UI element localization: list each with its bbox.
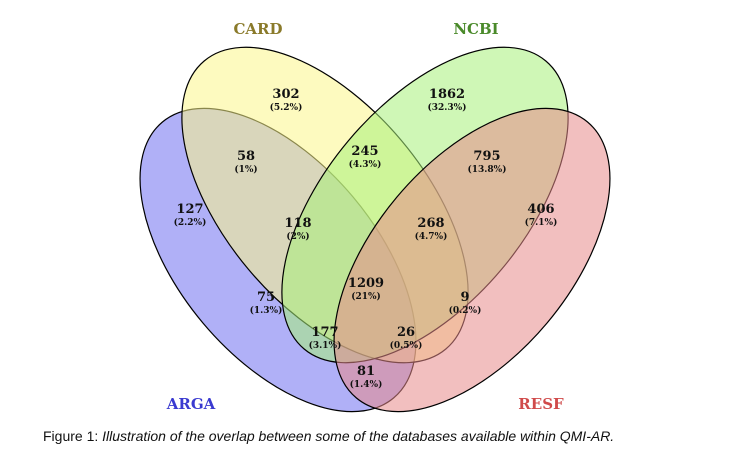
svg-text:1209: 1209 [348,276,384,291]
svg-text:(0.5%): (0.5%) [390,340,423,351]
region-card-ncbi: 245 (4.3%) [349,144,382,170]
region-arga-card: 58 (1%) [234,149,257,175]
region-arga-card-ncbi: 118 (2%) [284,216,311,242]
region-all-four: 1209 (21%) [348,276,384,302]
svg-text:(1.4%): (1.4%) [350,379,383,390]
region-card-resf: 9 (0.2%) [449,290,482,316]
svg-text:795: 795 [473,149,500,164]
svg-text:302: 302 [272,87,299,102]
set-label-resf: RESF [518,395,564,413]
svg-text:(4.7%): (4.7%) [415,231,448,242]
svg-text:(2%): (2%) [286,231,309,242]
region-ncbi-only: 1862 (32.3%) [428,87,467,113]
svg-text:177: 177 [311,325,338,340]
region-resf-only: 406 (7.1%) [525,202,558,228]
svg-text:81: 81 [357,364,375,379]
svg-text:1862: 1862 [429,87,465,102]
set-label-card: CARD [233,20,282,38]
svg-text:(13.8%): (13.8%) [468,164,507,175]
svg-text:58: 58 [237,149,255,164]
set-label-arga: ARGA [166,395,216,413]
region-arga-only: 127 (2.2%) [174,202,207,228]
svg-text:268: 268 [417,216,444,231]
region-ncbi-resf: 795 (13.8%) [468,149,507,175]
svg-text:127: 127 [176,202,203,217]
caption-lead: Figure 1: [43,428,103,444]
svg-text:(3.1%): (3.1%) [309,340,342,351]
svg-text:9: 9 [460,290,469,305]
svg-text:(0.2%): (0.2%) [449,305,482,316]
figure-caption: Figure 1: Illustration of the overlap be… [43,428,743,444]
svg-text:(7.1%): (7.1%) [525,217,558,228]
svg-text:(4.3%): (4.3%) [349,159,382,170]
svg-text:(1.3%): (1.3%) [250,305,283,316]
svg-text:245: 245 [351,144,378,159]
svg-text:(21%): (21%) [351,291,381,302]
set-label-ncbi: NCBI [453,20,498,38]
venn-diagram: CARD NCBI ARGA RESF 127 (2.2%) 302 (5.2%… [139,20,611,413]
svg-text:(2.2%): (2.2%) [174,217,207,228]
svg-text:75: 75 [257,290,275,305]
svg-text:26: 26 [397,325,415,340]
svg-text:(5.2%): (5.2%) [270,102,303,113]
region-card-only: 302 (5.2%) [270,87,303,113]
svg-text:(1%): (1%) [234,164,257,175]
svg-text:406: 406 [527,202,554,217]
region-card-ncbi-resf: 268 (4.7%) [415,216,448,242]
caption-body: Illustration of the overlap between some… [102,428,615,444]
region-arga-ncbi-resf: 177 (3.1%) [309,325,342,351]
region-arga-resf: 81 (1.4%) [350,364,383,390]
svg-text:118: 118 [284,216,311,231]
region-arga-card-resf: 26 (0.5%) [390,325,423,351]
resf-set-ellipse [333,107,611,413]
svg-text:(32.3%): (32.3%) [428,102,467,113]
region-arga-ncbi: 75 (1.3%) [250,290,283,316]
